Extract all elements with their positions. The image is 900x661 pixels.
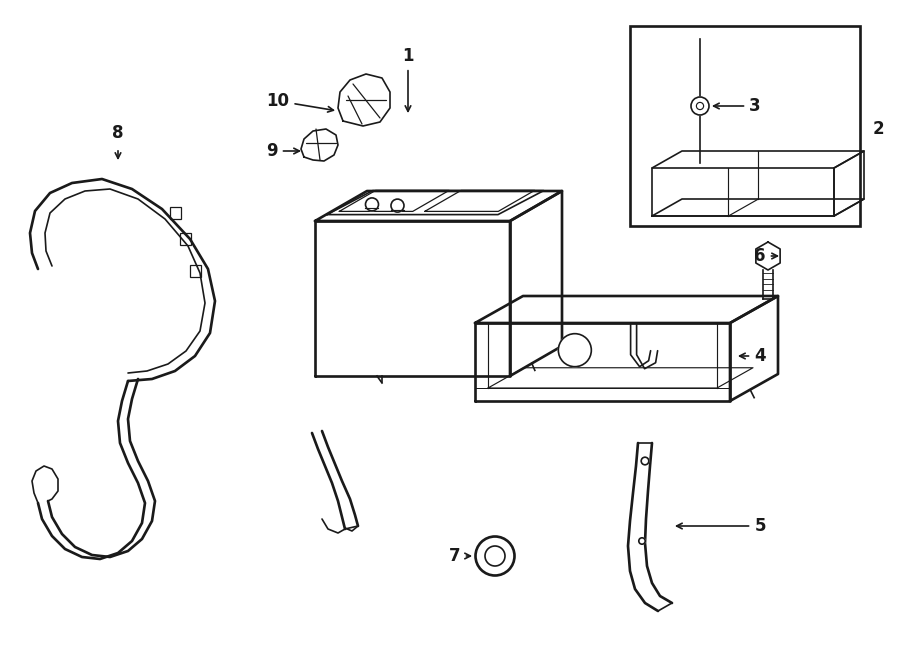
Circle shape (391, 199, 404, 212)
Text: 3: 3 (714, 97, 760, 115)
Bar (169, 207, 181, 219)
Bar (190, 265, 201, 277)
Circle shape (365, 198, 379, 211)
Text: 5: 5 (677, 517, 766, 535)
Circle shape (641, 457, 649, 465)
Text: 1: 1 (402, 47, 414, 111)
Circle shape (475, 537, 515, 576)
Bar (630, 26, 860, 226)
Text: 8: 8 (112, 124, 124, 142)
Text: 9: 9 (266, 142, 300, 160)
Text: 10: 10 (266, 92, 333, 112)
Circle shape (485, 546, 505, 566)
Text: 6: 6 (754, 247, 778, 265)
Circle shape (558, 334, 591, 367)
Text: 4: 4 (740, 347, 766, 365)
Circle shape (691, 97, 709, 115)
Text: 7: 7 (449, 547, 471, 565)
Circle shape (639, 538, 645, 544)
Text: 2: 2 (872, 120, 884, 138)
Bar (179, 233, 191, 245)
